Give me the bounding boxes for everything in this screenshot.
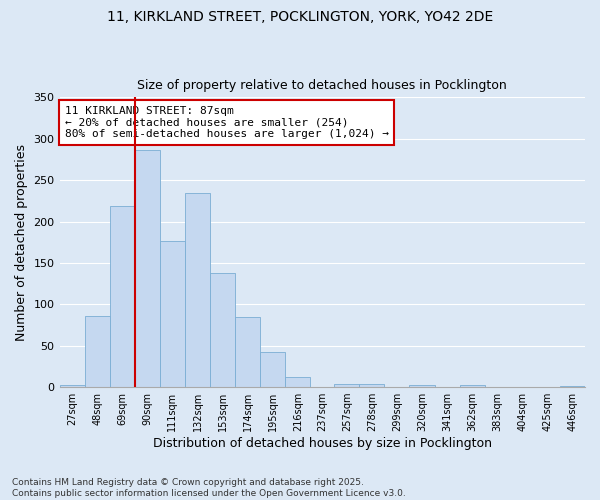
Bar <box>185 194 210 387</box>
Bar <box>160 240 185 387</box>
Bar <box>460 386 485 387</box>
Title: Size of property relative to detached houses in Pocklington: Size of property relative to detached ho… <box>137 79 507 92</box>
Bar <box>85 316 110 387</box>
Bar <box>235 316 260 387</box>
Y-axis label: Number of detached properties: Number of detached properties <box>15 144 28 340</box>
Bar <box>210 273 235 387</box>
Bar <box>334 384 359 387</box>
Bar <box>110 206 135 387</box>
Text: 11, KIRKLAND STREET, POCKLINGTON, YORK, YO42 2DE: 11, KIRKLAND STREET, POCKLINGTON, YORK, … <box>107 10 493 24</box>
Bar <box>260 352 285 387</box>
Bar <box>409 386 434 387</box>
Text: 11 KIRKLAND STREET: 87sqm
← 20% of detached houses are smaller (254)
80% of semi: 11 KIRKLAND STREET: 87sqm ← 20% of detac… <box>65 106 389 139</box>
X-axis label: Distribution of detached houses by size in Pocklington: Distribution of detached houses by size … <box>153 437 492 450</box>
Text: Contains HM Land Registry data © Crown copyright and database right 2025.
Contai: Contains HM Land Registry data © Crown c… <box>12 478 406 498</box>
Bar <box>359 384 385 387</box>
Bar <box>135 150 160 387</box>
Bar <box>59 386 85 387</box>
Bar <box>285 377 310 387</box>
Bar <box>560 386 585 387</box>
